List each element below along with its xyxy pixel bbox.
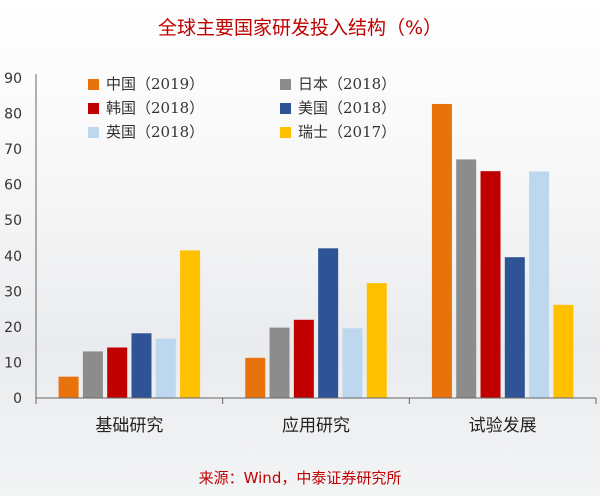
legend-swatch: [280, 79, 291, 90]
y-tick-label: 80: [4, 107, 22, 123]
legend-swatch: [88, 127, 99, 138]
legend-label: 美国（2018）: [298, 99, 396, 117]
bars: [58, 103, 574, 398]
y-tick-label: 0: [13, 391, 22, 407]
bar: [431, 103, 452, 398]
bar: [131, 333, 152, 398]
legend: 中国（2019） 日本（2018） 韩国（2018） 美国（2018） 英国（2018）…: [88, 75, 396, 141]
bar: [180, 250, 201, 398]
legend-label: 瑞士（2017）: [298, 123, 396, 141]
bar: [82, 351, 103, 398]
bar: [293, 319, 314, 398]
bar: [269, 327, 290, 398]
x-category-label: 试验发展: [469, 416, 537, 436]
y-tick-label: 90: [4, 71, 22, 87]
legend-swatch: [88, 103, 99, 114]
bar: [318, 248, 339, 398]
chart-title: 全球主要国家研发投入结构（%）: [157, 17, 443, 39]
legend-label: 英国（2018）: [106, 123, 204, 141]
legend-label: 中国（2019）: [106, 75, 204, 93]
y-tick-label: 50: [4, 213, 22, 229]
source-note: 来源：Wind，中泰证券研究所: [198, 469, 402, 487]
bar: [58, 376, 79, 398]
bar: [480, 171, 501, 398]
legend-swatch: [280, 127, 291, 138]
legend-label: 韩国（2018）: [106, 99, 204, 117]
bar: [342, 328, 363, 398]
x-axis: 基础研究 应用研究 试验发展: [35, 397, 597, 436]
y-tick-label: 40: [4, 249, 22, 265]
y-tick-label: 60: [4, 178, 22, 194]
x-category-label: 基础研究: [95, 416, 163, 436]
bar: [245, 357, 266, 398]
legend-swatch: [280, 103, 291, 114]
bar: [504, 257, 525, 398]
x-category-label: 应用研究: [282, 416, 350, 436]
legend-swatch: [88, 79, 99, 90]
y-tick-label: 30: [4, 284, 22, 300]
bar: [155, 338, 176, 398]
y-tick-label: 70: [4, 142, 22, 158]
bar: [529, 171, 550, 398]
legend-label: 日本（2018）: [298, 75, 396, 93]
bar: [456, 159, 477, 398]
bar: [553, 304, 574, 398]
y-tick-label: 10: [4, 355, 22, 371]
y-axis: 0 10 20 30 40 50 60 70 80 90: [4, 71, 37, 407]
bar: [366, 283, 387, 398]
y-tick-label: 20: [4, 320, 22, 336]
bar: [107, 347, 128, 398]
